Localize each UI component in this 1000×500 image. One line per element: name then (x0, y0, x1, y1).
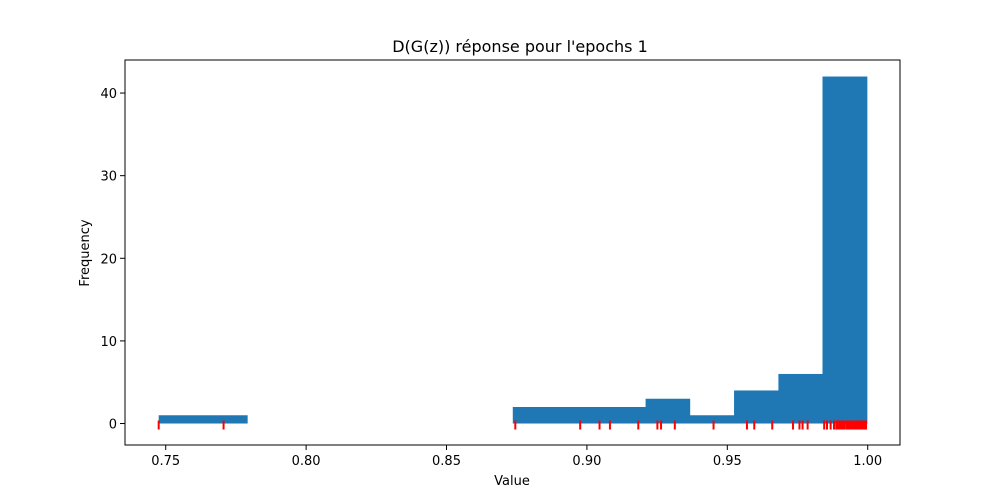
histogram-bars (158, 76, 868, 424)
plot-frame (124, 59, 901, 446)
histogram-bar-1 (512, 406, 602, 424)
y-tick-label-1: 10 (100, 335, 117, 350)
x-tick-label-0: 0.75 (151, 454, 180, 469)
y-tick-label-2: 20 (100, 252, 117, 267)
histogram-bar-7 (822, 76, 868, 424)
x-tick-label-2: 0.85 (432, 454, 461, 469)
y-tick-label-3: 30 (100, 170, 117, 185)
x-tick-label-4: 0.95 (713, 454, 742, 469)
x-axis-label: Value (494, 474, 530, 489)
histogram-bar-5 (734, 390, 779, 424)
x-axis-ticks: 0.75 0.80 0.85 0.90 0.95 1.00 (151, 445, 882, 469)
histogram-bar-6 (778, 373, 823, 424)
x-tick-label-1: 0.80 (292, 454, 321, 469)
x-tick-label-3: 0.90 (572, 454, 601, 469)
histogram-bar-4 (689, 415, 735, 424)
histogram-bar-3 (645, 398, 691, 424)
y-tick-label-0: 0 (109, 418, 117, 433)
chart-title: D(G(z)) réponse pour l'epochs 1 (392, 37, 648, 56)
histogram-bar-2 (601, 406, 647, 424)
y-tick-label-4: 40 (100, 87, 117, 102)
y-axis-ticks: 0 10 20 30 40 (100, 87, 125, 433)
x-tick-label-5: 1.00 (853, 454, 882, 469)
rug-marks (157, 420, 868, 430)
y-axis-label: Frequency (78, 219, 93, 286)
histogram-bar-0 (158, 415, 248, 424)
